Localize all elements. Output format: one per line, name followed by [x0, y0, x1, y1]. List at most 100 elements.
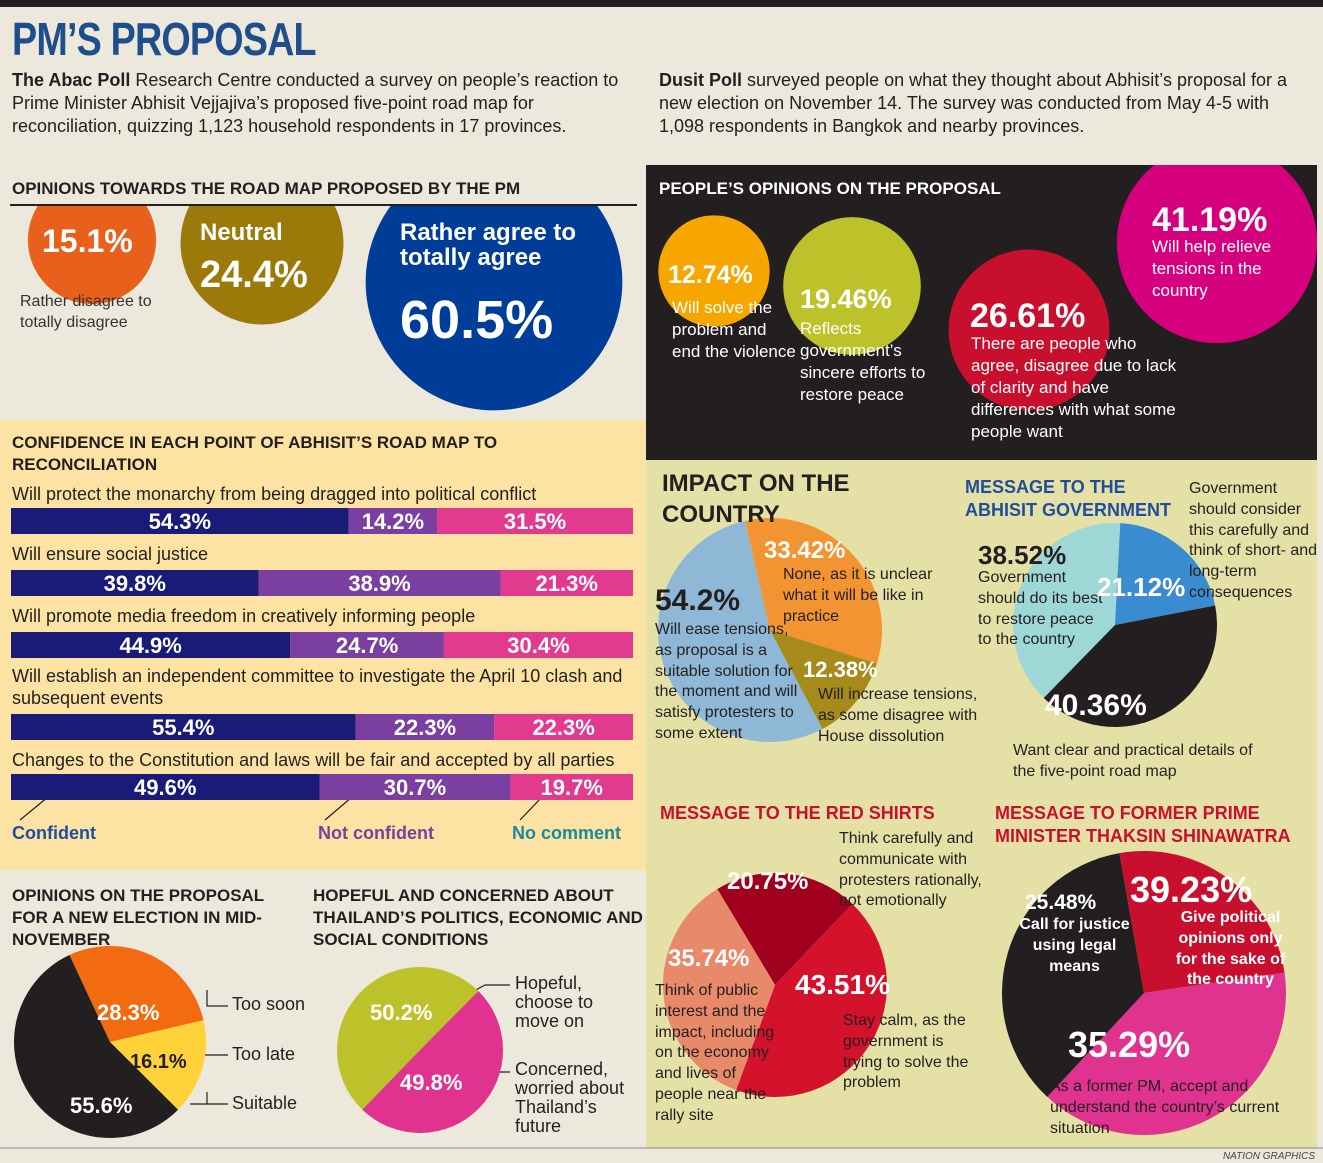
value-label: 26.61%	[970, 297, 1086, 335]
category-label: Will promote media freedom in creatively…	[12, 606, 476, 626]
legend-label: Not confident	[318, 823, 434, 843]
slice-label: There are people who agree, disagree due…	[971, 334, 1177, 442]
value-label: 15.1%	[42, 223, 133, 259]
value-label: 24.4%	[200, 254, 308, 296]
slice-label: Rather disagree to totally disagree	[20, 293, 152, 331]
bar-label: 31.5%	[504, 509, 566, 534]
bubble	[658, 215, 770, 327]
bar-label: 49.6%	[134, 775, 196, 800]
pie-slice	[1001, 853, 1144, 1097]
category-label: Will establish an independent committee …	[12, 666, 623, 708]
bar-segment	[348, 508, 438, 534]
bar-label: 30.7%	[384, 775, 446, 800]
bar-segment	[290, 632, 444, 658]
value-label: 35.29%	[1068, 1024, 1191, 1065]
leaders	[19, 796, 543, 1105]
value-label: 16.1%	[130, 1051, 187, 1073]
slice-label: Neutral	[200, 219, 283, 246]
value-label: 38.52%	[978, 540, 1067, 570]
leader	[324, 796, 353, 821]
bubble	[948, 249, 1110, 411]
slice-label: None, as it is unclear what it will be l…	[783, 566, 933, 625]
leader	[190, 1092, 228, 1105]
pie-slice	[1047, 972, 1287, 1136]
pie-slice	[69, 946, 204, 1042]
chart-title: IMPACT ON THE COUNTRY	[662, 470, 850, 529]
pie-slice	[362, 991, 503, 1133]
value-label: 25.48%	[1025, 891, 1097, 914]
bar-label: 55.4%	[152, 715, 214, 740]
slice-label: Want clear and practical details of the …	[1013, 742, 1253, 780]
bar-segment	[355, 714, 495, 740]
bar-segment	[11, 508, 349, 534]
legend-label: No comment	[512, 823, 622, 843]
slice-label: Too soon	[232, 994, 306, 1014]
bar-label: 54.3%	[149, 509, 211, 534]
pie-slice	[745, 518, 882, 664]
bar-segment	[258, 570, 501, 596]
value-label: 49.8%	[400, 1070, 463, 1095]
pie-slice	[336, 966, 479, 1110]
bar-segment	[500, 570, 633, 596]
bar-label: 21.3%	[536, 571, 598, 596]
slice-label: Will increase tensions, as some disagree…	[818, 686, 978, 745]
chart-title: MESSAGE TO THE ABHISIT GOVERNMENT	[965, 477, 1172, 521]
slice-label: Too late	[232, 1044, 296, 1064]
chart-title: CONFIDENCE IN EACH POINT OF ABHISIT’S RO…	[12, 433, 498, 475]
slice-label: Stay calm, as the government is trying t…	[843, 1012, 969, 1092]
pie-slice	[1119, 851, 1285, 993]
pie-slice	[1043, 605, 1217, 728]
value-label: 54.2%	[655, 584, 741, 617]
bubble	[27, 206, 157, 305]
bar-label: 22.3%	[394, 715, 456, 740]
value-label: 12.74%	[668, 261, 753, 289]
bar-segment	[11, 632, 291, 658]
bar-label: 24.7%	[336, 633, 398, 658]
value-label: 12.38%	[803, 657, 878, 682]
intro-text: surveyed people on what they thought abo…	[659, 70, 1288, 136]
page-title: PM’S PROPOSAL	[12, 13, 317, 65]
value-label: 41.19%	[1152, 201, 1268, 239]
chart-title: OPINIONS ON THE PROPOSAL FOR A NEW ELECT…	[12, 886, 264, 950]
value-label: 39.23%	[1130, 869, 1253, 910]
bar-label: 44.9%	[119, 633, 181, 658]
slice-label: As a former PM, accept and understand th…	[1050, 1078, 1280, 1137]
bar-segment	[443, 632, 633, 658]
pie-slice	[110, 1020, 206, 1110]
value-label: 21.12%	[1097, 572, 1186, 602]
slice-label: Government should consider this carefull…	[1189, 480, 1318, 601]
chart-title: MESSAGE TO FORMER PRIME MINISTER THAKSIN…	[995, 803, 1291, 847]
bubbles	[27, 206, 623, 411]
chart-title: PEOPLE’S OPINIONS ON THE PROPOSAL	[659, 179, 1001, 198]
pie-slice	[662, 888, 775, 1091]
intro-text: Research Centre conducted a survey on pe…	[12, 70, 619, 136]
slice-label: Will ease tensions, as proposal is a sui…	[655, 621, 798, 742]
bar-segment	[11, 774, 320, 800]
leader	[19, 796, 49, 821]
slice-label: Hopeful, choose to move on	[515, 973, 594, 1031]
bar-label: 38.9%	[348, 571, 410, 596]
pie-slice	[770, 630, 877, 729]
slice-label: Will solve the problem and end the viole…	[672, 298, 796, 362]
bar-label: 14.2%	[362, 509, 424, 534]
leader	[519, 796, 543, 821]
value-label: 55.6%	[70, 1093, 133, 1118]
slice-label: Will help relieve tensions in the countr…	[1152, 237, 1272, 301]
value-label: 60.5%	[400, 290, 554, 350]
intro-lead: Dusit Poll	[659, 70, 743, 90]
bar-segment	[11, 570, 259, 596]
value-label: 33.42%	[764, 537, 846, 564]
slice-label: Rather agree to totally agree	[400, 219, 577, 272]
value-label: 20.75%	[727, 868, 809, 895]
value-label: 28.3%	[97, 1000, 160, 1025]
bar-label: 22.3%	[532, 715, 594, 740]
legend-label: Confident	[12, 823, 96, 843]
slice-label: Suitable	[232, 1093, 298, 1113]
bar-segment	[510, 774, 633, 800]
bubble	[180, 206, 344, 325]
value-label: 40.36%	[1045, 689, 1147, 722]
value-label: 43.51%	[795, 969, 890, 1000]
slice-label: Give political opinions only for the sak…	[1175, 909, 1286, 989]
slice-label: Concerned, worried about Thailand’s futu…	[515, 1059, 625, 1136]
pie-slice	[658, 520, 823, 742]
